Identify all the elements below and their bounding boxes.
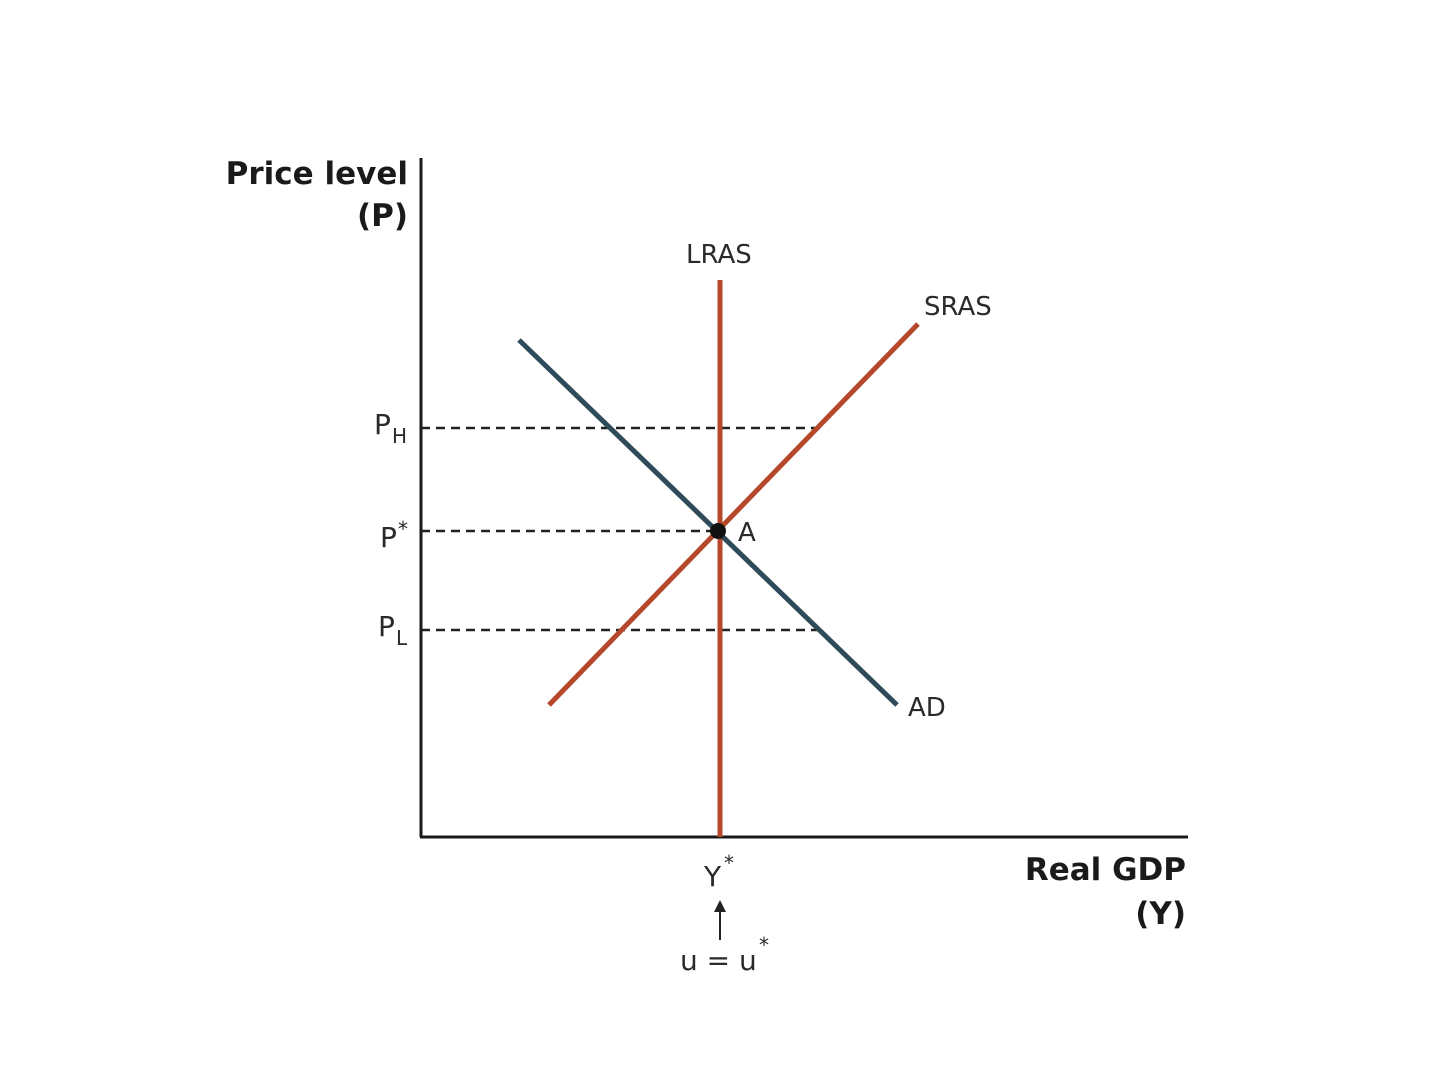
y-axis-title-line1: Price level (226, 156, 408, 192)
sras-label: SRAS (924, 292, 992, 322)
price-star-base: P (380, 521, 397, 554)
price-high-base: P (374, 408, 391, 441)
output-tick-base: Y (703, 860, 722, 893)
y-axis-title-line2: (P) (357, 198, 408, 234)
lras-label: LRAS (686, 240, 752, 270)
price-star-sup: * (398, 517, 408, 541)
price-low-base: P (378, 610, 395, 643)
up-arrow-icon (714, 900, 726, 940)
unemployment-note-text: u = u (680, 944, 757, 977)
output-tick-sup: * (724, 851, 734, 875)
price-high-tick: P H (374, 408, 407, 448)
ad-label: AD (908, 693, 946, 723)
sras-curve (547, 322, 920, 707)
x-axis-title-line1: Real GDP (1025, 852, 1186, 888)
x-axis-title-line2: (Y) (1135, 896, 1186, 932)
output-tick: Y * (703, 851, 734, 893)
price-low-sub: L (396, 626, 408, 650)
equilibrium-label: A (738, 518, 756, 548)
ad-curve (517, 338, 899, 707)
unemployment-note: u = u * (680, 933, 769, 977)
price-star-tick: P * (380, 517, 408, 554)
price-high-sub: H (392, 424, 407, 448)
unemployment-note-sup: * (759, 933, 769, 957)
price-low-tick: P L (378, 610, 408, 650)
equilibrium-point (710, 523, 726, 539)
